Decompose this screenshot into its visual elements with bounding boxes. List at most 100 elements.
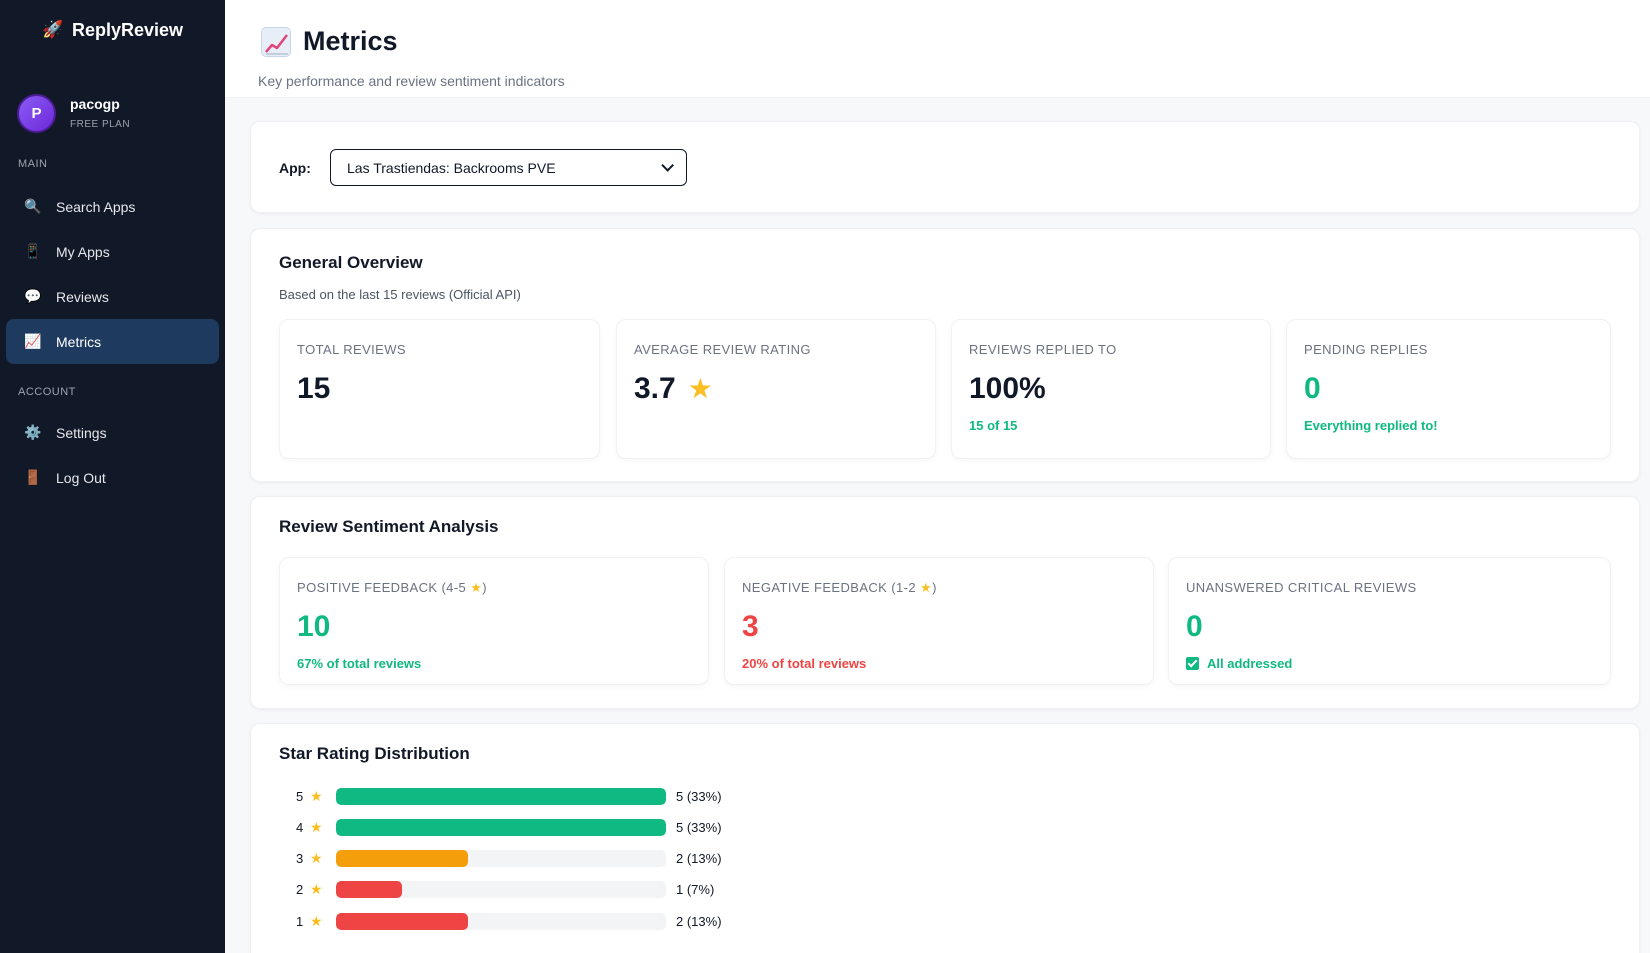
app-select-label: App: [279,160,311,176]
page-title: Metrics [303,26,398,56]
distribution-row: 2 ★ 1 (7%) [296,880,714,900]
section-title: General Overview [279,253,423,272]
rating-number: 5 [296,788,304,804]
rating-count: 2 (13%) [676,851,722,867]
rating-bar-fill [336,818,666,836]
star-icon: ★ [310,850,323,867]
section-title: Star Rating Distribution [279,744,470,763]
brand[interactable]: 🚀 ReplyReview [0,0,225,48]
app-select[interactable]: Las Trastiendas: Backrooms PVE [330,149,687,186]
metric-unanswered-critical: UNANSWERED CRITICAL REVIEWS 0 All addres… [1168,557,1611,685]
rocket-icon: 🚀 [42,20,64,39]
star-icon: ★ [310,912,323,929]
section-label-account: ACCOUNT [18,386,76,398]
sidebar-item-label: Reviews [56,288,109,305]
rating-bar-track [336,818,666,836]
sentiment-analysis-card: Review Sentiment Analysis POSITIVE FEEDB… [250,496,1640,709]
sidebar-item-reviews[interactable]: 💬 Reviews [6,274,219,319]
star-icon: ★ [310,818,323,835]
metric-negative-feedback: NEGATIVE FEEDBACK (1-2 ★) 3 20% of total… [724,557,1154,685]
rating-count: 5 (33%) [676,788,722,804]
user-name: pacogp [70,96,120,112]
rating-number: 4 [296,819,304,835]
sidebar-item-metrics[interactable]: 📈 Metrics [6,319,219,364]
section-title: Review Sentiment Analysis [279,517,499,536]
metric-positive-feedback: POSITIVE FEEDBACK (4-5 ★) 10 67% of tota… [279,557,709,685]
general-overview-card: General Overview Based on the last 15 re… [250,228,1640,482]
metric-value: 0 [1304,372,1321,405]
sidebar-item-label: Metrics [56,333,102,350]
sidebar-item-label: My Apps [56,243,110,260]
chart-icon: 📈 [24,333,42,349]
metric-value: 15 [297,372,331,405]
distribution-row: 1 ★ 2 (13%) [296,911,722,931]
metric-value: 3.7 ★ [634,372,713,405]
metric-reviews-replied: REVIEWS REPLIED TO 100% 15 of 15 [951,319,1271,459]
metric-total-reviews: TOTAL REVIEWS 15 [279,319,600,459]
checkbox-icon [1186,657,1199,670]
rating-count: 5 (33%) [676,819,722,835]
sidebar-item-search-apps[interactable]: 🔍 Search Apps [6,184,219,229]
page-header: Metrics Key performance and review senti… [225,0,1650,98]
avatar: P [17,93,56,133]
metric-value: 3 [742,610,759,643]
distribution-row: 5 ★ 5 (33%) [296,786,722,806]
door-icon: 🚪 [24,469,42,485]
star-icon: ★ [470,580,483,595]
metric-label: NEGATIVE FEEDBACK (1-2 ★) [742,580,937,595]
metric-label: TOTAL REVIEWS [297,342,406,357]
magnifier-icon: 🔍 [24,198,42,214]
metric-label: POSITIVE FEEDBACK (4-5 ★) [297,580,487,595]
rating-count: 2 (13%) [676,913,722,929]
rating-bar-fill [336,850,468,868]
metric-label: PENDING REPLIES [1304,342,1428,357]
star-icon: ★ [920,580,933,595]
metric-value: 100% [969,372,1046,405]
speech-bubble-icon: 💬 [24,288,42,304]
user-plan: FREE PLAN [70,119,131,130]
star-icon: ★ [687,373,713,404]
metric-value: 0 [1186,610,1203,643]
metric-label: AVERAGE REVIEW RATING [634,342,811,357]
user-profile[interactable]: P pacogp FREE PLAN [0,48,225,160]
overview-note: Based on the last 15 reviews (Official A… [279,287,521,302]
sidebar-item-my-apps[interactable]: 📱 My Apps [6,229,219,274]
metric-sub: 20% of total reviews [742,656,867,671]
rating-bar-track [336,881,666,899]
sidebar-item-label: Settings [56,424,107,441]
star-icon: ★ [310,787,323,804]
metric-average-rating: AVERAGE REVIEW RATING 3.7 ★ [616,319,936,459]
sidebar-item-label: Search Apps [56,198,136,215]
app-select-value: Las Trastiendas: Backrooms PVE [347,159,556,176]
sidebar-item-settings[interactable]: ⚙️ Settings [6,410,219,455]
chevron-down-icon [661,159,674,172]
rating-bar-fill [336,912,468,930]
metric-sub: Everything replied to! [1304,418,1438,433]
rating-number: 2 [296,882,304,898]
sidebar: 🚀 ReplyReview P pacogp FREE PLAN MAIN 🔍 … [0,0,225,953]
rating-bar-fill [336,881,402,899]
metric-sub: 15 of 15 [969,418,1018,433]
section-label-main: MAIN [18,158,48,170]
star-icon: ★ [310,881,323,898]
metric-pending-replies: PENDING REPLIES 0 Everything replied to! [1286,319,1611,459]
distribution-row: 4 ★ 5 (33%) [296,817,722,837]
metric-label: REVIEWS REPLIED TO [969,342,1117,357]
rating-number: 3 [296,851,304,867]
metric-sub: All addressed [1186,656,1292,671]
metric-value: 10 [297,610,331,643]
phone-icon: 📱 [24,243,42,259]
distribution-row: 3 ★ 2 (13%) [296,849,722,869]
metric-label: UNANSWERED CRITICAL REVIEWS [1186,580,1417,595]
page-subtitle: Key performance and review sentiment ind… [258,73,565,89]
rating-number: 1 [296,913,304,929]
star-distribution-card: Star Rating Distribution 5 ★ 5 (33%) 4 ★ 5 (3… [250,723,1640,953]
rating-bar-track [336,787,666,805]
sidebar-item-label: Log Out [56,469,106,486]
rating-bar-fill [336,787,666,805]
rating-bar-track [336,850,666,868]
gear-icon: ⚙️ [24,424,42,440]
rating-count: 1 (7%) [676,882,715,898]
metric-sub: 67% of total reviews [297,656,422,671]
sidebar-item-log-out[interactable]: 🚪 Log Out [6,455,219,500]
